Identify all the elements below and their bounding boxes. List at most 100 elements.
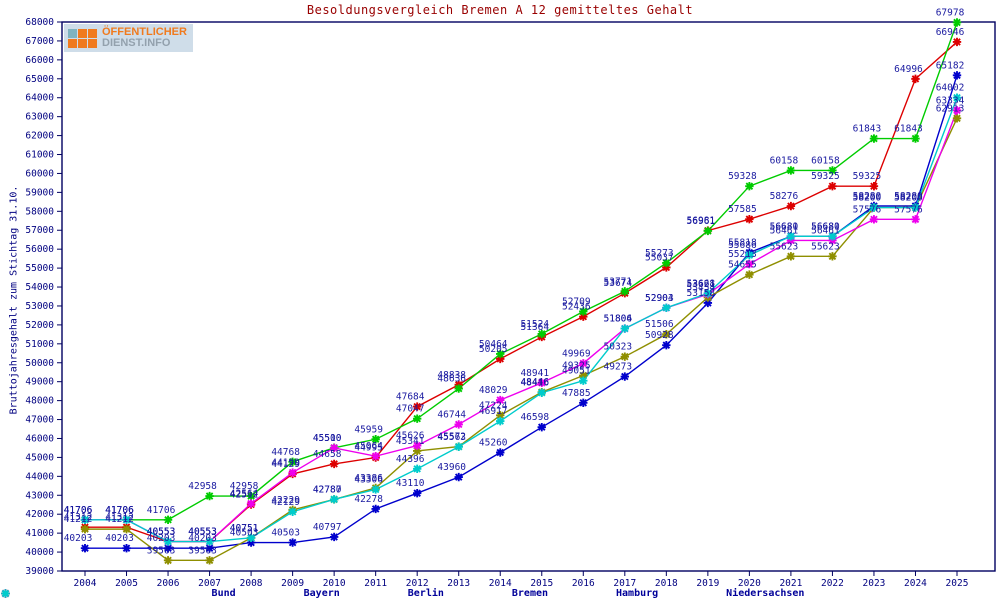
data-point-label: 58280 xyxy=(853,191,882,202)
x-tick-label: 2024 xyxy=(904,578,927,589)
data-point-label: 56961 xyxy=(687,216,716,227)
data-point-hamburg xyxy=(371,452,380,461)
data-point-niedersachsen xyxy=(662,303,671,312)
data-point-label: 52904 xyxy=(645,293,674,304)
y-tick-label: 55000 xyxy=(25,263,54,274)
data-point-bayern xyxy=(246,491,256,501)
data-point-label: 44199 xyxy=(271,458,300,469)
data-point-bayern xyxy=(786,166,796,175)
data-point-niedersachsen xyxy=(579,376,588,385)
data-point-label: 56680 xyxy=(770,221,799,232)
data-point-label: 64996 xyxy=(894,64,923,75)
data-point-label: 58276 xyxy=(770,191,799,202)
y-tick-label: 56000 xyxy=(25,244,54,255)
chart-title: Besoldungsvergleich Bremen A 12 gemittel… xyxy=(306,3,694,17)
series-line-niedersachsen xyxy=(85,97,958,543)
data-point-niedersachsen xyxy=(205,537,214,546)
data-point-label: 39563 xyxy=(188,545,217,556)
data-point-bund xyxy=(952,37,962,47)
legend-item-bayern: Bayern xyxy=(1,588,340,599)
data-point-label: 40553 xyxy=(147,527,176,538)
data-point-bund xyxy=(496,354,505,364)
series-line-hamburg xyxy=(85,110,958,543)
data-point-label: 55818 xyxy=(728,238,757,249)
data-point-label: 51506 xyxy=(645,319,674,330)
data-point-bayern xyxy=(537,329,546,339)
data-point-bund xyxy=(662,263,671,272)
data-point-label: 42787 xyxy=(313,484,342,495)
y-tick-label: 39000 xyxy=(25,566,54,577)
data-point-bayern xyxy=(952,18,962,27)
data-point-label: 40797 xyxy=(313,522,342,533)
data-point-label: 42278 xyxy=(354,494,383,505)
logo-square xyxy=(68,38,77,48)
data-point-label: 39563 xyxy=(147,545,176,556)
logo-line2: DIENST.INFO xyxy=(102,37,171,49)
data-point-niedersachsen xyxy=(329,495,339,504)
data-point-bremen xyxy=(122,524,131,534)
oeffentlicher-dienst-logo[interactable]: ÖFFENTLICHER DIENST.INFO xyxy=(64,24,193,52)
data-point-label: 48941 xyxy=(520,368,549,379)
data-point-bayern xyxy=(412,414,422,423)
data-point-label: 49273 xyxy=(604,362,633,373)
data-point-berlin xyxy=(454,472,463,482)
data-point-label: 55037 xyxy=(645,252,674,263)
data-point-label: 45260 xyxy=(479,437,508,448)
x-tick-label: 2009 xyxy=(281,578,304,589)
y-tick-label: 49000 xyxy=(25,377,54,388)
data-point-label: 41706 xyxy=(105,505,134,516)
data-point-label: 47684 xyxy=(396,392,425,403)
data-point-label: 43110 xyxy=(396,478,425,489)
data-point-hamburg xyxy=(496,395,505,405)
data-point-label: 46744 xyxy=(437,409,466,420)
data-point-bund xyxy=(828,182,837,191)
data-point-bayern xyxy=(288,457,297,467)
y-axis-title: Bruttojahresgehalt zum Stichtag 31.10. xyxy=(8,185,20,415)
data-point-label: 56981 xyxy=(687,216,716,227)
data-point-label: 48416 xyxy=(520,378,549,389)
data-point-label: 52903 xyxy=(645,293,674,304)
data-point-bayern xyxy=(662,258,671,268)
data-point-label: 47047 xyxy=(396,404,425,415)
data-point-niedersachsen xyxy=(703,289,713,298)
data-point-label: 41706 xyxy=(105,505,134,516)
data-point-berlin xyxy=(579,398,588,407)
data-point-label: 57585 xyxy=(728,204,757,215)
data-point-label: 40553 xyxy=(188,527,217,538)
data-point-hamburg xyxy=(454,420,463,429)
chart-legend: Bund Bayern Berlin Bremen Hamburg Nieder… xyxy=(0,588,1000,599)
data-point-niedersachsen xyxy=(745,250,754,260)
legend-label: Berlin xyxy=(407,588,444,599)
data-point-label: 53621 xyxy=(687,279,716,290)
data-point-niedersachsen xyxy=(952,93,962,102)
data-point-niedersachsen xyxy=(80,515,90,524)
data-point-label: 58200 xyxy=(853,193,882,204)
data-point-label: 48838 xyxy=(437,370,466,381)
data-point-label: 55623 xyxy=(811,241,840,252)
data-point-label: 66946 xyxy=(936,27,965,38)
data-point-niedersachsen xyxy=(288,507,297,516)
data-point-bund xyxy=(745,214,754,224)
data-point-label: 45500 xyxy=(313,433,342,444)
data-point-bremen xyxy=(662,330,671,339)
data-point-label: 53771 xyxy=(604,276,633,287)
bayern-marker-icon xyxy=(1,588,299,599)
data-point-label: 55623 xyxy=(770,241,799,252)
legend-item-berlin: Berlin xyxy=(1,588,444,599)
logo-squares-icon xyxy=(68,28,97,48)
x-tick-label: 2020 xyxy=(738,578,761,589)
y-tick-label: 58000 xyxy=(25,206,54,217)
data-point-label: 59328 xyxy=(728,171,757,182)
data-point-bayern xyxy=(496,349,505,359)
y-tick-label: 46000 xyxy=(25,433,54,444)
legend-item-hamburg: Hamburg xyxy=(1,588,658,599)
y-tick-label: 61000 xyxy=(25,150,54,161)
y-tick-label: 48000 xyxy=(25,396,54,407)
data-point-label: 40203 xyxy=(147,533,176,544)
data-point-label: 56680 xyxy=(811,221,840,232)
data-point-label: 45959 xyxy=(354,424,383,435)
x-tick-label: 2012 xyxy=(406,578,429,589)
data-point-berlin xyxy=(952,71,962,80)
data-point-label: 43386 xyxy=(354,473,383,484)
